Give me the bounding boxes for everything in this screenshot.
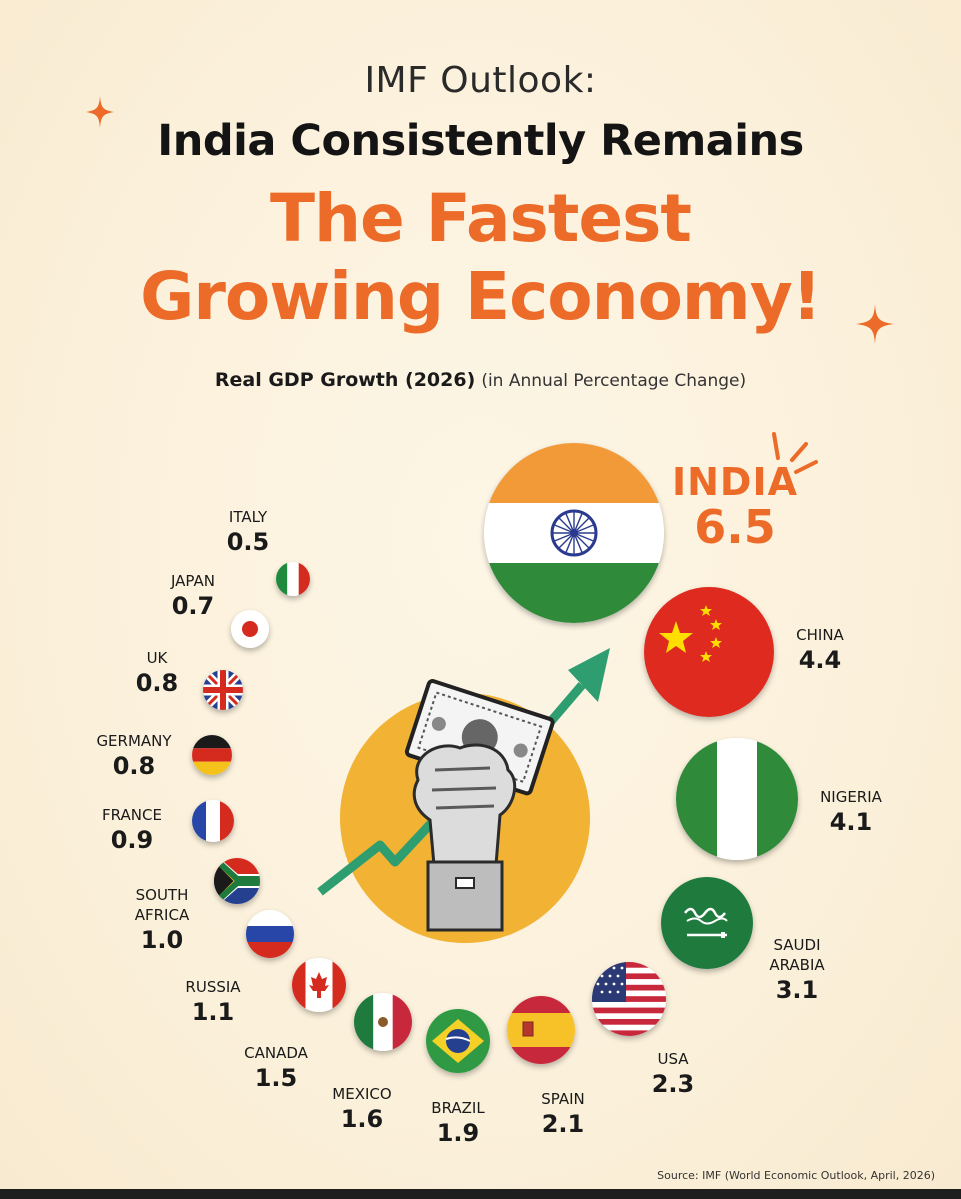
label-nigeria-value: 4.1 <box>829 808 873 836</box>
label-france-name: FRANCE <box>102 806 162 824</box>
label-japan-value: 0.7 <box>171 592 215 620</box>
label-germany-name: GERMANY <box>96 732 172 750</box>
label-china-value: 4.4 <box>798 646 842 674</box>
label-brazil-name: BRAZIL <box>431 1099 485 1117</box>
label-india-value: 6.5 <box>694 500 776 554</box>
flag-nigeria <box>676 738 798 860</box>
label-germany: GERMANY 0.8 <box>64 731 204 781</box>
label-china-name: CHINA <box>796 626 844 644</box>
sparkle-top-left-icon <box>86 96 114 128</box>
flag-south-africa <box>214 858 260 904</box>
label-mexico-name: MEXICO <box>332 1085 392 1103</box>
label-uk-value: 0.8 <box>135 669 179 697</box>
flag-italy <box>276 562 310 596</box>
highlight-marks-icon <box>770 428 820 476</box>
flag-mexico <box>354 993 412 1051</box>
label-south-africa: SOUTH AFRICA 1.0 <box>92 885 232 955</box>
label-spain: SPAIN 2.1 <box>493 1089 633 1139</box>
chart-subtitle-main: Real GDP Growth (2026) <box>214 369 476 391</box>
label-france-value: 0.9 <box>110 826 154 854</box>
flag-uk <box>203 670 243 710</box>
label-saudi-arabia: SAUDI ARABIA 3.1 <box>727 935 867 1005</box>
fist-icon <box>412 743 517 932</box>
label-spain-value: 2.1 <box>541 1110 585 1138</box>
label-russia-name: RUSSIA <box>185 978 241 996</box>
flag-usa <box>592 962 666 1036</box>
label-russia: RUSSIA 1.1 <box>143 977 283 1027</box>
chart-subtitle: Real GDP Growth (2026) (in Annual Percen… <box>0 369 961 391</box>
flag-brazil <box>426 1009 490 1073</box>
flag-japan <box>231 610 269 648</box>
label-usa-value: 2.3 <box>651 1070 695 1098</box>
label-saudi-arabia-name-2: ARABIA <box>769 956 825 974</box>
label-india-name: INDIA <box>671 460 799 504</box>
label-mexico: MEXICO 1.6 <box>292 1084 432 1134</box>
label-nigeria-name: NIGERIA <box>820 788 882 806</box>
label-uk: UK 0.8 <box>87 648 227 698</box>
label-japan-name: JAPAN <box>171 572 215 590</box>
label-canada-value: 1.5 <box>254 1064 298 1092</box>
label-nigeria: NIGERIA 4.1 <box>781 787 921 837</box>
chart-subtitle-note: (in Annual Percentage Change) <box>481 371 747 391</box>
label-italy: ITALY 0.5 <box>178 507 318 557</box>
label-china: CHINA 4.4 <box>750 625 890 675</box>
label-uk-name: UK <box>146 649 168 667</box>
flag-germany <box>192 735 232 775</box>
flag-russia <box>246 910 294 958</box>
flag-spain <box>507 996 575 1064</box>
label-italy-name: ITALY <box>228 508 268 526</box>
header-accent-line-1: The Fastest <box>270 180 692 257</box>
source-note: Source: IMF (World Economic Outlook, Apr… <box>657 1169 935 1182</box>
growth-arrow-head <box>568 648 610 702</box>
header-headline: India Consistently Remains <box>157 116 804 166</box>
flag-canada <box>292 958 346 1012</box>
label-mexico-value: 1.6 <box>340 1105 384 1133</box>
label-spain-name: SPAIN <box>541 1090 585 1108</box>
header-accent: The Fastest Growing Economy! <box>0 180 961 336</box>
label-japan: JAPAN 0.7 <box>123 571 263 621</box>
label-canada-name: CANADA <box>244 1044 308 1062</box>
label-usa: USA 2.3 <box>603 1049 743 1099</box>
label-south-africa-name-1: SOUTH <box>135 886 189 904</box>
label-russia-value: 1.1 <box>191 998 235 1026</box>
label-south-africa-value: 1.0 <box>140 926 184 954</box>
label-germany-value: 0.8 <box>112 752 156 780</box>
flag-saudi-arabia <box>661 877 753 969</box>
bottom-bar <box>0 1189 961 1199</box>
label-italy-value: 0.5 <box>226 528 270 556</box>
label-brazil: BRAZIL 1.9 <box>388 1098 528 1148</box>
sparkle-bottom-right-icon <box>856 304 894 344</box>
header-kicker: IMF Outlook: <box>364 60 597 101</box>
label-india: INDIA 6.5 <box>660 460 810 554</box>
flag-china <box>644 587 774 717</box>
flag-india <box>484 443 664 623</box>
flag-france <box>192 800 234 842</box>
label-france: FRANCE 0.9 <box>62 805 202 855</box>
label-saudi-arabia-name-1: SAUDI <box>773 936 821 954</box>
label-usa-name: USA <box>657 1050 689 1068</box>
growth-illustration <box>310 640 620 950</box>
label-south-africa-name-2: AFRICA <box>134 906 190 924</box>
label-brazil-value: 1.9 <box>436 1119 480 1147</box>
label-saudi-arabia-value: 3.1 <box>775 976 819 1004</box>
label-canada: CANADA 1.5 <box>206 1043 346 1093</box>
header-accent-line-2: Growing Economy! <box>140 258 822 335</box>
